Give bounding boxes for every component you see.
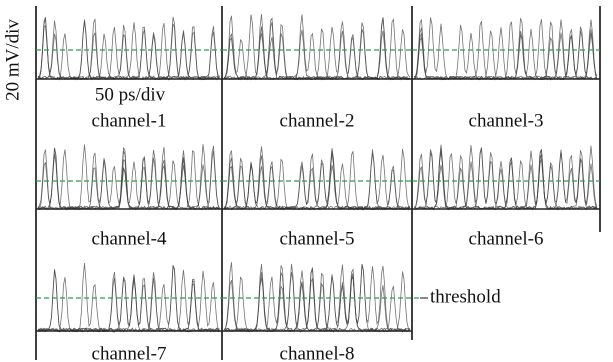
channel-label: channel-5 [280,228,355,249]
threshold-label: threshold [430,286,501,307]
channel-label: channel-1 [92,110,167,131]
channel-label: channel-8 [280,343,355,362]
channel-label: channel-7 [92,343,167,362]
figure: 20 mV/div 50 ps/div threshold channel-1 c… [0,0,613,362]
channel-label: channel-3 [469,110,544,131]
vertical-scale: 20 mV/div [2,19,23,101]
channel-label: channel-6 [469,228,544,249]
channel-label: channel-2 [280,110,355,131]
horizontal-scale: 50 ps/div [95,84,166,105]
channel-label: channel-4 [92,228,167,249]
